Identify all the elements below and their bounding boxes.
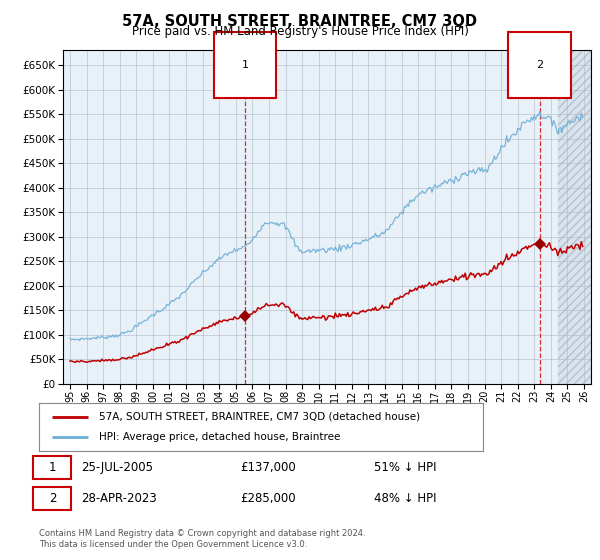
FancyBboxPatch shape — [34, 456, 71, 479]
Text: 25-JUL-2005: 25-JUL-2005 — [81, 461, 153, 474]
Text: Price paid vs. HM Land Registry's House Price Index (HPI): Price paid vs. HM Land Registry's House … — [131, 25, 469, 38]
Text: 2: 2 — [536, 60, 543, 70]
Text: 57A, SOUTH STREET, BRAINTREE, CM7 3QD (detached house): 57A, SOUTH STREET, BRAINTREE, CM7 3QD (d… — [99, 412, 420, 422]
Text: 28-APR-2023: 28-APR-2023 — [81, 492, 157, 505]
Bar — [558, 50, 592, 384]
Text: Contains HM Land Registry data © Crown copyright and database right 2024.
This d: Contains HM Land Registry data © Crown c… — [39, 529, 365, 549]
Text: £285,000: £285,000 — [240, 492, 296, 505]
Text: 51% ↓ HPI: 51% ↓ HPI — [374, 461, 436, 474]
Text: £137,000: £137,000 — [240, 461, 296, 474]
Bar — [558, 50, 592, 384]
Text: 48% ↓ HPI: 48% ↓ HPI — [374, 492, 436, 505]
Text: 1: 1 — [49, 461, 56, 474]
Text: 1: 1 — [242, 60, 248, 70]
Text: 2: 2 — [49, 492, 56, 505]
Text: 57A, SOUTH STREET, BRAINTREE, CM7 3QD: 57A, SOUTH STREET, BRAINTREE, CM7 3QD — [122, 14, 478, 29]
Text: HPI: Average price, detached house, Braintree: HPI: Average price, detached house, Brai… — [99, 432, 340, 442]
FancyBboxPatch shape — [34, 487, 71, 510]
